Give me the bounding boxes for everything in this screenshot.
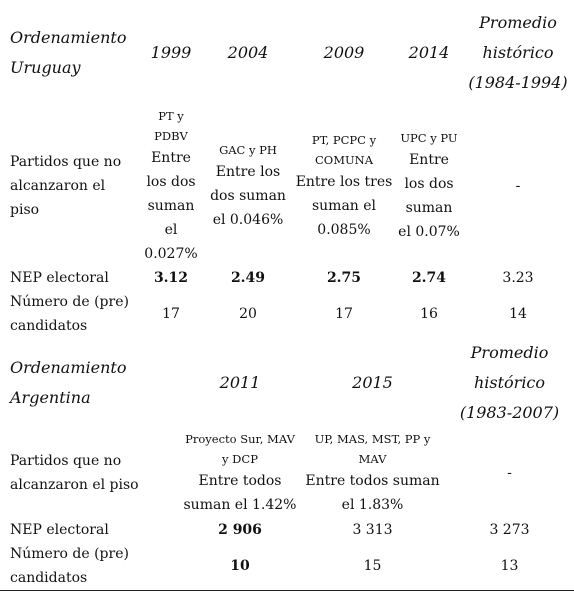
row-label: Partidos que no alcanzaron el piso: [10, 453, 139, 493]
header-cell: Promedio histórico (1984-1994): [468, 13, 568, 92]
header-row: Ordenamiento Argentina 2011 2015 Promedio h…: [0, 338, 574, 428]
table-cell: GAC y PH Entre los dos suman el 0.046%: [204, 106, 292, 266]
table-row: Partidos que no alcanzaron el piso PT y P…: [0, 106, 574, 266]
row-label: NEP electoral: [10, 270, 109, 286]
table-row: NEP electoral 3.12 2.49 2.75 2.74 3.23: [0, 266, 574, 290]
table-row: Partidos que no alcanzaron el piso Proyec…: [0, 428, 574, 518]
table-cell: 17: [335, 306, 353, 322]
table-cell: -: [507, 465, 512, 481]
table-cell: 16: [420, 306, 438, 322]
header-cell: 2015: [352, 373, 393, 392]
cell-note: UPC y PU: [400, 131, 458, 145]
header-row: Ordenamiento Uruguay 1999 2004 2009 2014 Prom…: [0, 0, 574, 106]
uruguay-table: Ordenamiento Uruguay 1999 2004 2009 2014 Prom…: [0, 0, 574, 338]
row-label: Número de (pre) candidatos: [10, 546, 129, 586]
argentina-table: Ordenamiento Argentina 2011 2015 Promedio h…: [0, 338, 574, 591]
table-cell: -: [515, 178, 521, 194]
table-cell: 2 906: [218, 522, 262, 538]
cell-note: Proyecto Sur, MAV y DCP: [185, 432, 295, 466]
header-cell: Ordenamiento Argentina: [10, 358, 127, 407]
header-cell: 2004: [227, 43, 269, 62]
table-cell: 10: [230, 558, 250, 574]
header-cell: 1999: [150, 43, 192, 62]
table-cell: 17: [162, 306, 180, 322]
header-cell: 2014: [408, 43, 450, 62]
row-label: Número de (pre) candidatos: [10, 294, 129, 334]
table-cell: PT y PDBV Entre los dos suman el 0.027%: [138, 106, 204, 266]
table-cell: 3.12: [153, 270, 189, 286]
table-cell: Proyecto Sur, MAV y DCP Entre todos suman…: [180, 428, 300, 518]
header-cell: 2009: [323, 43, 365, 62]
table-cell: 2.74: [411, 270, 447, 286]
header-cell: Ordenamiento Uruguay: [10, 28, 127, 77]
cell-text: Entre todos suman el 1.83%: [305, 473, 440, 513]
table-row: Número de (pre) candidatos 10 15 13: [0, 542, 574, 591]
table-cell: 20: [239, 306, 257, 322]
table-cell: PT, PCPC y COMUNA Entre los tres suman el…: [292, 106, 396, 266]
table-cell: 14: [509, 306, 527, 322]
table-cell: 15: [363, 558, 382, 574]
table-row: Número de (pre) candidatos 17 20 17 16 14: [0, 290, 574, 338]
row-label: NEP electoral: [10, 522, 109, 538]
table-row: NEP electoral 2 906 3 313 3 273: [0, 518, 574, 542]
cell-note: PT y PDBV: [154, 109, 188, 143]
table-cell: 13: [500, 558, 519, 574]
table-cell: 2.75: [326, 270, 362, 286]
table-cell: 3 313: [352, 522, 393, 538]
header-cell: 2011: [219, 373, 261, 392]
cell-note: UP, MAS, MST, PP y MAV: [314, 432, 431, 466]
cell-text: Entre todos suman el 1.42%: [183, 473, 297, 513]
table-cell: UPC y PU Entre los dos suman el 0.07%: [396, 106, 462, 266]
header-cell: Promedio histórico (1983-2007): [459, 343, 560, 422]
table-cell: UP, MAS, MST, PP y MAV Entre todos suman …: [300, 428, 445, 518]
table-cell: 3 273: [489, 522, 530, 538]
cell-text: Entre los tres suman el 0.085%: [295, 174, 393, 238]
cell-text: Entre los dos suman el 0.07%: [398, 152, 460, 240]
row-label: Partidos que no alcanzaron el piso: [10, 154, 122, 218]
cell-note: PT, PCPC y COMUNA: [311, 133, 377, 167]
cell-text: Entre los dos suman el 0.046%: [210, 164, 286, 228]
cell-note: GAC y PH: [219, 143, 277, 157]
table-cell: 2.49: [230, 270, 266, 286]
table-cell: 3.23: [502, 270, 534, 286]
cell-text: Entre los dos suman el 0.027%: [144, 150, 198, 262]
